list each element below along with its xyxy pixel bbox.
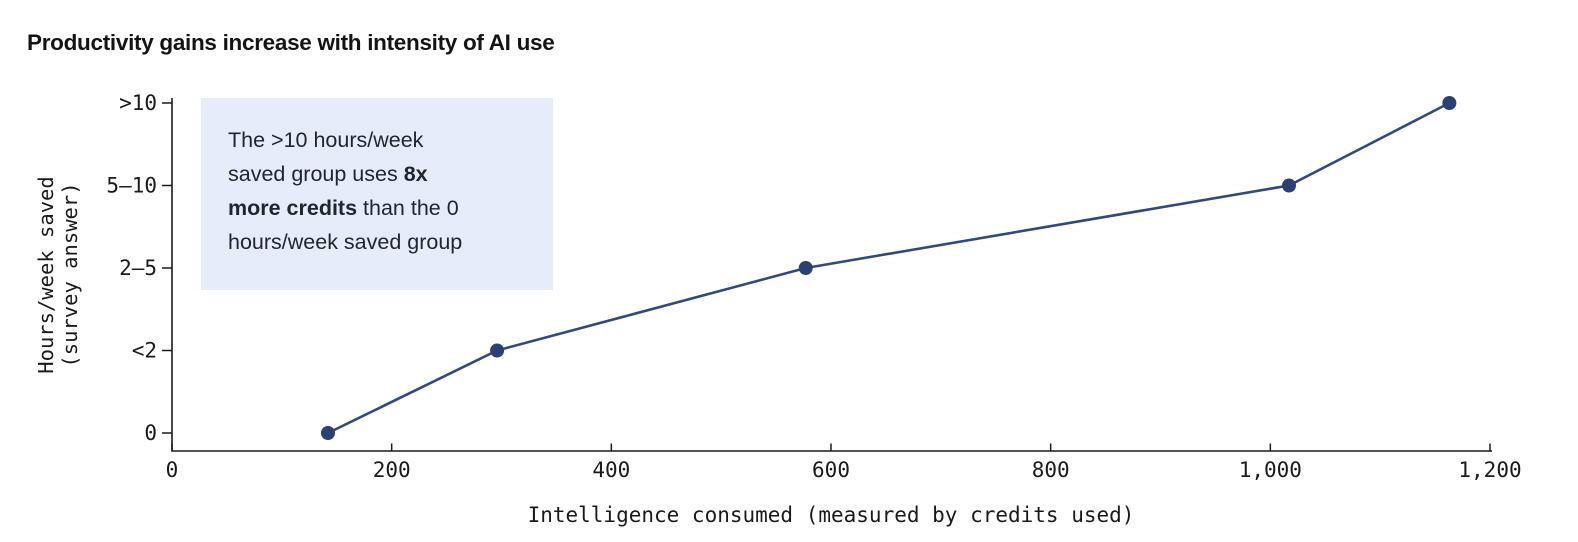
x-tick-label: 800 bbox=[1032, 458, 1070, 482]
y-tick-label: 0 bbox=[144, 421, 157, 445]
annotation-box: The >10 hours/week saved group uses 8x mor… bbox=[201, 98, 553, 290]
data-point bbox=[320, 426, 335, 440]
x-tick-label: 0 bbox=[166, 458, 179, 482]
annotation-text-line: hours/week saved group bbox=[228, 225, 553, 259]
data-point bbox=[798, 261, 813, 275]
y-tick-label: >10 bbox=[119, 91, 157, 115]
annotation-bold-text: more credits bbox=[228, 196, 358, 220]
x-axis-title: Intelligence consumed (measured by credi… bbox=[527, 503, 1135, 527]
annotation-text: hours/week saved group bbox=[228, 230, 463, 254]
annotation-text-line: more credits than the 0 bbox=[228, 191, 553, 225]
data-point bbox=[1442, 96, 1457, 110]
chart-title: Productivity gains increase with intensi… bbox=[27, 30, 555, 55]
y-tick-label: <2 bbox=[132, 339, 157, 363]
annotation-text: saved group uses bbox=[228, 162, 404, 186]
annotation-bold-text: 8x bbox=[403, 162, 428, 186]
annotation-text: than the 0 bbox=[357, 196, 459, 220]
x-tick-label: 600 bbox=[812, 458, 850, 482]
annotation-text: The >10 hours/week bbox=[228, 128, 424, 152]
annotation-text-line: The >10 hours/week bbox=[228, 123, 553, 157]
x-tick-label: 400 bbox=[592, 458, 630, 482]
data-point bbox=[1282, 178, 1297, 193]
x-tick-label: 200 bbox=[373, 458, 411, 482]
y-tick-label: 5–10 bbox=[106, 174, 157, 198]
data-point bbox=[490, 343, 505, 358]
annotation-text-line: saved group uses 8x bbox=[228, 157, 553, 191]
x-tick-label: 1,000 bbox=[1239, 458, 1302, 482]
x-tick-label: 1,200 bbox=[1458, 458, 1521, 482]
y-tick-label: 2–5 bbox=[119, 256, 157, 280]
